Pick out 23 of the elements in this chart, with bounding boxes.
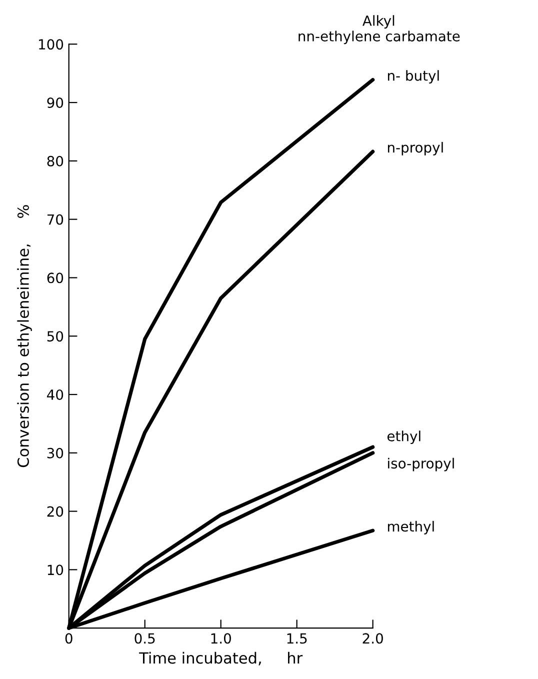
x-tick-label: 2.0	[362, 633, 383, 644]
y-tick-label: 90	[47, 98, 64, 108]
series-label: ethyl	[387, 430, 420, 444]
series-label: iso-propyl	[388, 458, 454, 472]
y-tick-label: 100	[39, 39, 64, 50]
legend-title: Alkyl nn-ethylene carbamate	[298, 15, 460, 44]
y-tick-label: 10	[48, 564, 64, 576]
y-tick-label: 30	[47, 448, 64, 458]
x-tick-label: 0	[65, 633, 72, 644]
series-label: n- butyl	[388, 70, 439, 84]
y-tick-label: 60	[47, 272, 64, 284]
y-tick-label: 80	[47, 156, 64, 166]
x-tick-label: 0.5	[134, 633, 155, 644]
x-tick-label: 1.0	[211, 633, 231, 644]
y-tick-label: 40	[47, 389, 64, 400]
y-tick-label: 50	[47, 331, 64, 342]
series-label: n-propyl	[388, 142, 443, 156]
y-axis-title: Conversion to ethyleneimine, %	[17, 205, 32, 468]
y-tick-label: 70	[47, 214, 64, 225]
x-tick-label: 1.5	[287, 633, 307, 644]
x-axis-title: Time incubated, hr	[139, 652, 303, 666]
y-tick-label: 20	[47, 506, 64, 517]
series-label: methyl	[388, 520, 434, 534]
